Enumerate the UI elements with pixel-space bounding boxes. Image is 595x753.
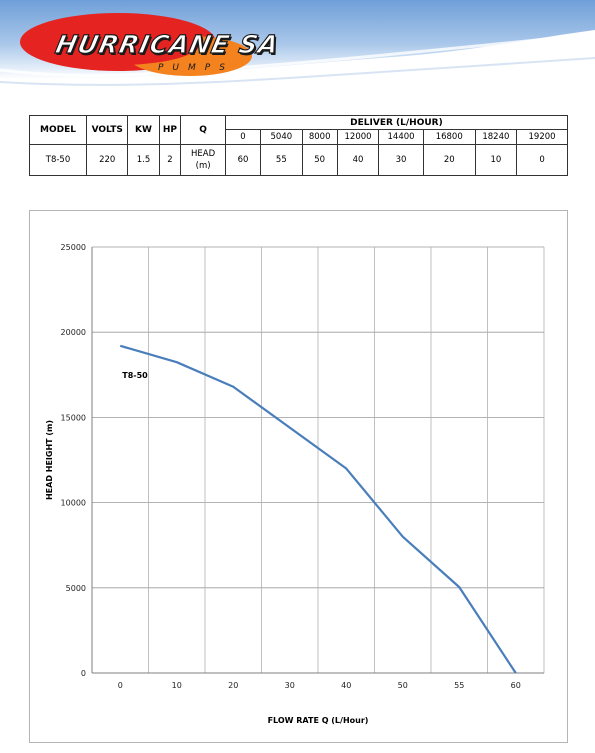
col-header-hp: HP	[158, 115, 182, 145]
head-value: 30	[378, 144, 424, 176]
x-tick-label: 40	[341, 681, 351, 690]
brand-logo-subtitle: PUMPS	[158, 63, 234, 73]
cell-q-text: HEAD (m)	[191, 149, 216, 171]
head-value: 40	[336, 144, 380, 176]
y-tick-label: 5000	[66, 584, 86, 593]
head-value: 0	[516, 144, 568, 176]
col-header-q: Q	[180, 115, 226, 145]
cell-model: T8-50	[29, 144, 87, 176]
flow-value: 16800	[422, 129, 476, 145]
brand-logo-text: HURRICANE SA	[52, 29, 282, 59]
head-value: 55	[260, 144, 303, 176]
chart-area: 0 5000 10000 15000 20000 25000 0 10 20 30 40 50 55 60…	[29, 210, 568, 743]
col-header-model: MODEL	[29, 115, 87, 145]
table-row: T8-50 220 1.5 2 HEAD (m) 60 55 50 40 30 …	[29, 144, 568, 176]
y-tick-label: 15000	[61, 413, 86, 422]
x-tick-label: 30	[285, 681, 295, 690]
series-label: T8-50	[122, 371, 148, 380]
col-header-volts: VOLTS	[85, 115, 129, 145]
head-value: 10	[474, 144, 518, 176]
header-banner: HURRICANE SA PUMPS	[0, 0, 595, 95]
x-tick-label: 10	[172, 681, 182, 690]
x-tick-label: 0	[118, 681, 123, 690]
cell-volts: 220	[85, 144, 129, 176]
head-value: 60	[224, 144, 262, 176]
pump-curve-chart: 0 5000 10000 15000 20000 25000 0 10 20 30 40 50 55 60…	[45, 243, 545, 725]
x-axis-title: FLOW RATE Q (L/Hour)	[268, 716, 369, 725]
x-tick-label: 60	[511, 681, 521, 690]
head-value: 50	[301, 144, 338, 176]
flow-value: 12000	[336, 129, 380, 145]
flow-value: 18240	[474, 129, 518, 145]
col-header-deliver: DELIVER (L/HOUR)	[224, 115, 569, 130]
banner-background	[0, 0, 595, 86]
y-tick-label: 25000	[61, 243, 86, 252]
y-tick-label: 20000	[61, 328, 86, 337]
x-tick-label: 20	[228, 681, 238, 690]
col-header-kw: KW	[127, 115, 160, 145]
cell-kw: 1.5	[127, 144, 160, 176]
spec-table: MODEL VOLTS KW HP Q DELIVER (L/HOUR) 0 5…	[29, 115, 569, 176]
flow-value: 8000	[301, 129, 338, 145]
y-tick-label: 10000	[61, 499, 86, 508]
table-header-row: MODEL VOLTS KW HP Q DELIVER (L/HOUR)	[29, 115, 569, 145]
y-axis-title: HEAD HEIGHT (m)	[45, 420, 54, 500]
head-value: 20	[422, 144, 476, 176]
y-tick-label: 0	[81, 669, 86, 678]
flow-value: 0	[224, 129, 262, 145]
x-tick-label: 55	[454, 681, 464, 690]
flow-value: 14400	[378, 129, 424, 145]
flow-value: 19200	[516, 129, 568, 145]
cell-hp: 2	[158, 144, 182, 176]
cell-q: HEAD (m)	[180, 144, 226, 176]
x-tick-label: 50	[398, 681, 408, 690]
flow-value: 5040	[260, 129, 303, 145]
